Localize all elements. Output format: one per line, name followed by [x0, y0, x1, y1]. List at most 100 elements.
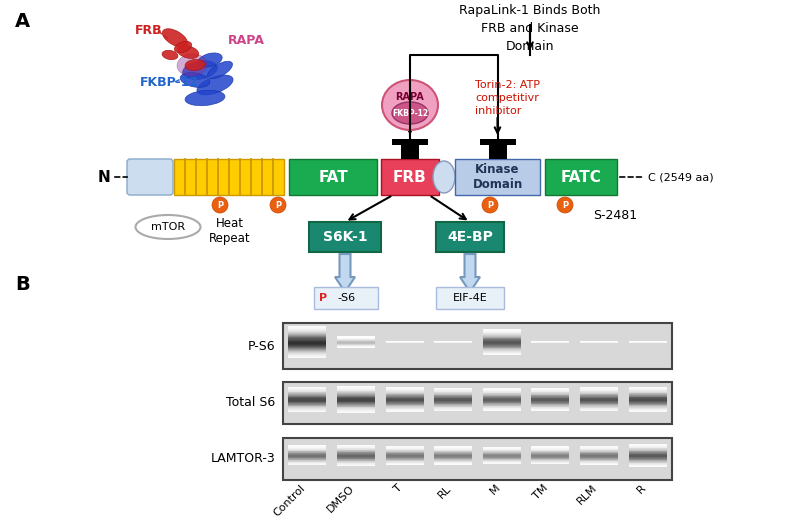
Bar [434, 460, 472, 461]
Bar [434, 394, 472, 395]
Bar [434, 452, 472, 454]
Bar [580, 450, 618, 452]
Bar [288, 463, 326, 465]
Bar [580, 341, 618, 342]
Bar [531, 450, 570, 452]
Bar [337, 409, 375, 411]
Bar [531, 388, 570, 390]
Bar [337, 342, 375, 343]
Bar [288, 409, 326, 411]
Bar [337, 452, 375, 453]
FancyBboxPatch shape [436, 287, 504, 309]
Bar [337, 341, 375, 342]
Bar [483, 392, 521, 393]
Bar [288, 392, 326, 394]
Bar [629, 342, 666, 343]
Bar [629, 402, 666, 404]
Bar [483, 331, 521, 333]
Bar [386, 462, 423, 464]
Bar [629, 341, 666, 342]
Bar [629, 398, 666, 399]
Bar [580, 408, 618, 410]
Bar [288, 348, 326, 350]
Bar [434, 341, 472, 342]
Bar [483, 389, 521, 391]
Bar [288, 461, 326, 462]
Bar [580, 453, 618, 455]
Bar [386, 407, 423, 409]
Bar [434, 463, 472, 465]
Bar [434, 407, 472, 408]
Bar [531, 341, 570, 342]
Bar [483, 394, 521, 395]
Bar [434, 395, 472, 397]
Bar [386, 396, 423, 399]
Bar [580, 342, 618, 343]
Bar [580, 447, 618, 449]
Bar [337, 457, 375, 460]
Bar [629, 341, 666, 342]
Bar [337, 387, 375, 389]
Bar [288, 347, 326, 349]
Bar [386, 393, 423, 395]
Bar [337, 397, 375, 399]
Bar [629, 390, 666, 392]
Bar [288, 456, 326, 458]
Bar [288, 341, 326, 342]
Bar [386, 402, 423, 404]
Bar [288, 342, 326, 344]
Bar [580, 393, 618, 395]
Bar [629, 403, 666, 405]
Bar [434, 341, 472, 342]
Bar [283, 323, 672, 369]
Bar [337, 403, 375, 405]
Text: Torin-2: ATP
competitivr
inhibitor: Torin-2: ATP competitivr inhibitor [475, 80, 540, 116]
Ellipse shape [135, 215, 201, 239]
Bar [434, 396, 472, 399]
Bar [531, 341, 570, 342]
Bar [386, 457, 423, 459]
Bar [337, 401, 375, 403]
Bar [386, 454, 423, 455]
Bar [434, 458, 472, 460]
Bar [483, 461, 521, 463]
Bar [580, 398, 618, 399]
Bar [436, 222, 504, 252]
Bar [337, 346, 375, 347]
Bar [531, 407, 570, 409]
Bar [337, 389, 375, 391]
Bar [483, 400, 521, 401]
Bar [288, 457, 326, 459]
Bar [629, 342, 666, 343]
Bar [531, 409, 570, 411]
Bar [483, 452, 521, 453]
Bar [337, 396, 375, 398]
Bar [288, 392, 326, 393]
Bar [629, 341, 666, 342]
Ellipse shape [177, 54, 207, 76]
Bar [580, 402, 618, 404]
Bar [629, 393, 666, 395]
Bar [629, 391, 666, 393]
Bar [580, 449, 618, 451]
Bar [531, 460, 570, 462]
Bar [531, 446, 570, 448]
Bar [545, 159, 617, 195]
Bar [434, 448, 472, 449]
Bar [434, 448, 472, 450]
Bar [629, 450, 666, 452]
Bar [629, 465, 666, 467]
Bar [288, 405, 326, 407]
Bar [386, 404, 423, 406]
Bar [629, 342, 666, 343]
Bar [337, 410, 375, 412]
Bar [337, 405, 375, 408]
Bar [531, 396, 570, 398]
Bar [629, 342, 666, 343]
Text: RLM: RLM [575, 483, 599, 507]
Bar [629, 390, 666, 391]
Bar [483, 333, 521, 335]
Bar [434, 459, 472, 461]
Bar [386, 342, 423, 343]
Bar [580, 400, 618, 401]
